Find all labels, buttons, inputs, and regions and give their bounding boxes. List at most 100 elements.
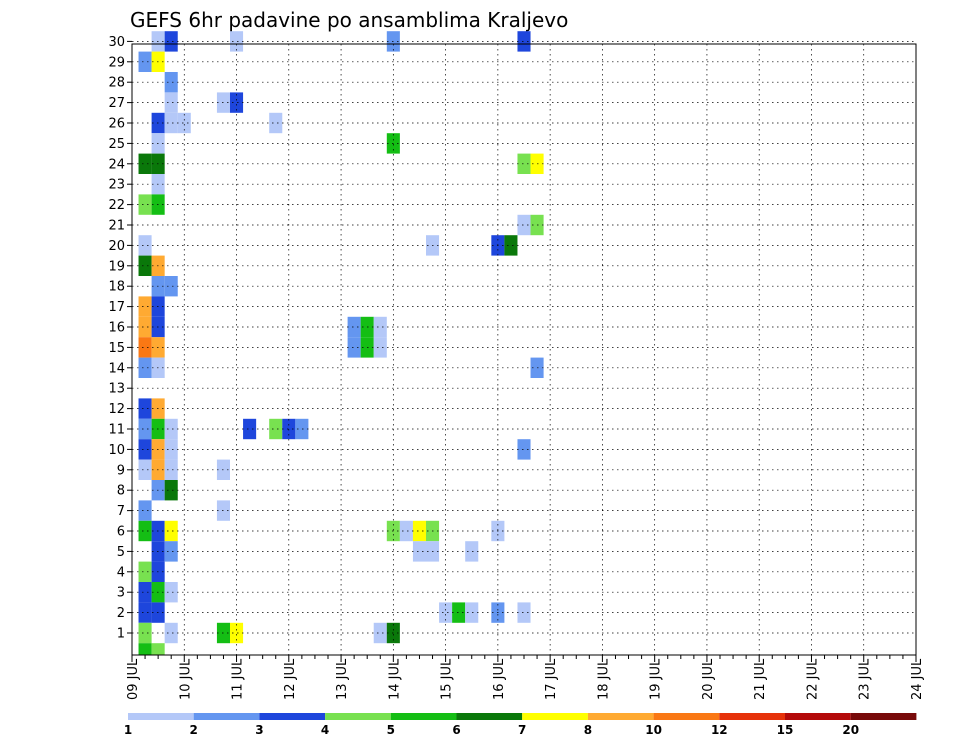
heatmap-cell bbox=[517, 31, 531, 52]
y-tick-label: 4 bbox=[117, 565, 125, 580]
y-tick-label: 29 bbox=[108, 55, 125, 70]
heatmap-cell bbox=[164, 459, 178, 480]
heatmap-cell bbox=[164, 622, 178, 644]
y-tick-label: 21 bbox=[108, 219, 125, 234]
colorbar-swatch bbox=[653, 713, 720, 720]
heatmap-cell bbox=[138, 153, 152, 174]
y-tick-label: 1 bbox=[117, 627, 125, 642]
heatmap-cell bbox=[517, 439, 531, 460]
heatmap-cell bbox=[517, 153, 531, 174]
heatmap-cell bbox=[295, 418, 309, 440]
heatmap-cell bbox=[230, 31, 244, 52]
colorbar-swatch bbox=[785, 713, 851, 720]
y-tick-label: 27 bbox=[108, 96, 125, 111]
x-tick-label: 23 JUL bbox=[858, 658, 873, 700]
y-tick-label: 16 bbox=[108, 321, 125, 336]
x-tick-label: 17 JUL bbox=[544, 658, 559, 700]
colorbar-label: 4 bbox=[321, 723, 329, 737]
heatmap-cell bbox=[138, 500, 152, 521]
heatmap-cell bbox=[504, 235, 518, 256]
y-tick-label: 19 bbox=[108, 259, 125, 274]
heatmap-cell bbox=[164, 92, 178, 113]
heatmap-cell bbox=[439, 602, 453, 623]
y-tick-label: 10 bbox=[108, 443, 125, 458]
x-tick-label: 22 JUL bbox=[805, 658, 820, 700]
heatmap-cell bbox=[164, 582, 178, 603]
colorbar-label: 8 bbox=[584, 723, 592, 737]
heatmap-cell bbox=[164, 520, 178, 542]
heatmap-cell bbox=[138, 602, 152, 623]
x-tick-label: 21 JUL bbox=[753, 658, 768, 700]
y-tick-label: 12 bbox=[108, 402, 125, 417]
heatmap-cell bbox=[164, 439, 178, 460]
heatmap-cell bbox=[138, 337, 152, 358]
heatmap-cell bbox=[138, 51, 152, 72]
colorbar-label: 1 bbox=[124, 723, 132, 737]
x-tick-label: 09 JUL bbox=[126, 658, 141, 700]
y-tick-label: 11 bbox=[108, 423, 125, 438]
gridlines bbox=[132, 41, 916, 655]
x-tick-label: 14 JUL bbox=[387, 658, 402, 700]
heatmap-cell bbox=[138, 439, 152, 460]
heatmap-cell bbox=[517, 214, 531, 236]
y-tick-label: 6 bbox=[117, 525, 125, 540]
chart-title: GEFS 6hr padavine po ansamblima Kraljevo bbox=[130, 8, 568, 32]
heatmap-cell bbox=[164, 480, 178, 501]
y-tick-label: 28 bbox=[108, 76, 125, 91]
colorbar-swatch bbox=[456, 713, 523, 720]
heatmap-cell bbox=[164, 276, 178, 297]
colorbar-label: 20 bbox=[842, 723, 859, 737]
heatmap-cell bbox=[373, 316, 387, 338]
y-tick-label: 8 bbox=[117, 484, 125, 499]
colorbar-swatch bbox=[522, 713, 588, 720]
colorbar-swatch bbox=[719, 713, 785, 720]
y-tick-label: 18 bbox=[108, 280, 125, 295]
colorbar-swatch bbox=[325, 713, 391, 720]
y-tick-label: 30 bbox=[108, 35, 125, 50]
x-tick-label: 24 JUL bbox=[910, 658, 925, 700]
x-axis: 09 JUL 10 JUL 11 JUL 12 JUL 13 JUL 14 JUL 15 J… bbox=[126, 655, 925, 700]
heatmap-cell bbox=[138, 459, 152, 480]
x-tick-label: 10 JUL bbox=[178, 658, 193, 700]
heatmap-cell bbox=[138, 398, 152, 419]
x-tick-label: 11 JUL bbox=[231, 658, 246, 700]
y-tick-label: 13 bbox=[108, 382, 125, 397]
heatmap-cell bbox=[138, 296, 152, 317]
x-tick-label: 13 JUL bbox=[335, 658, 350, 700]
colorbar-swatch bbox=[128, 713, 194, 720]
y-axis: 1234567891011121314151617181920212223242… bbox=[108, 35, 132, 642]
y-tick-label: 22 bbox=[108, 198, 125, 213]
heatmap-cell bbox=[138, 235, 152, 256]
heatmap-cell bbox=[347, 316, 361, 338]
colorbar-label: 15 bbox=[777, 723, 794, 737]
y-tick-label: 2 bbox=[117, 606, 125, 621]
heatmap-cell bbox=[138, 582, 152, 603]
colorbar-swatch bbox=[587, 713, 654, 720]
colorbar-swatch bbox=[850, 713, 917, 720]
heatmap-cell bbox=[412, 541, 426, 562]
heatmap-cell bbox=[517, 602, 531, 623]
heatmap-cell bbox=[138, 561, 152, 582]
colorbar-label: 7 bbox=[518, 723, 526, 737]
heatmap-cell bbox=[151, 643, 165, 655]
heatmap-cell bbox=[465, 602, 479, 623]
heatmap-cell bbox=[399, 520, 413, 542]
y-tick-label: 26 bbox=[108, 117, 125, 132]
heatmap-cell bbox=[164, 72, 178, 93]
x-tick-label: 18 JUL bbox=[596, 658, 611, 700]
heatmap-cell bbox=[373, 337, 387, 358]
heatmap-cell bbox=[230, 92, 244, 113]
heatmap-cell bbox=[230, 622, 244, 644]
heatmap-cell bbox=[138, 418, 152, 440]
y-tick-label: 17 bbox=[108, 300, 125, 315]
x-tick-label: 19 JUL bbox=[649, 658, 664, 700]
colorbar-label: 10 bbox=[645, 723, 662, 737]
heatmap-cell bbox=[347, 337, 361, 358]
x-tick-label: 15 JUL bbox=[440, 658, 455, 700]
y-tick-label: 15 bbox=[108, 341, 125, 356]
heatmap-cell bbox=[269, 418, 283, 440]
y-tick-label: 7 bbox=[117, 504, 125, 519]
colorbar-swatch bbox=[259, 713, 326, 720]
y-tick-label: 20 bbox=[108, 239, 125, 254]
